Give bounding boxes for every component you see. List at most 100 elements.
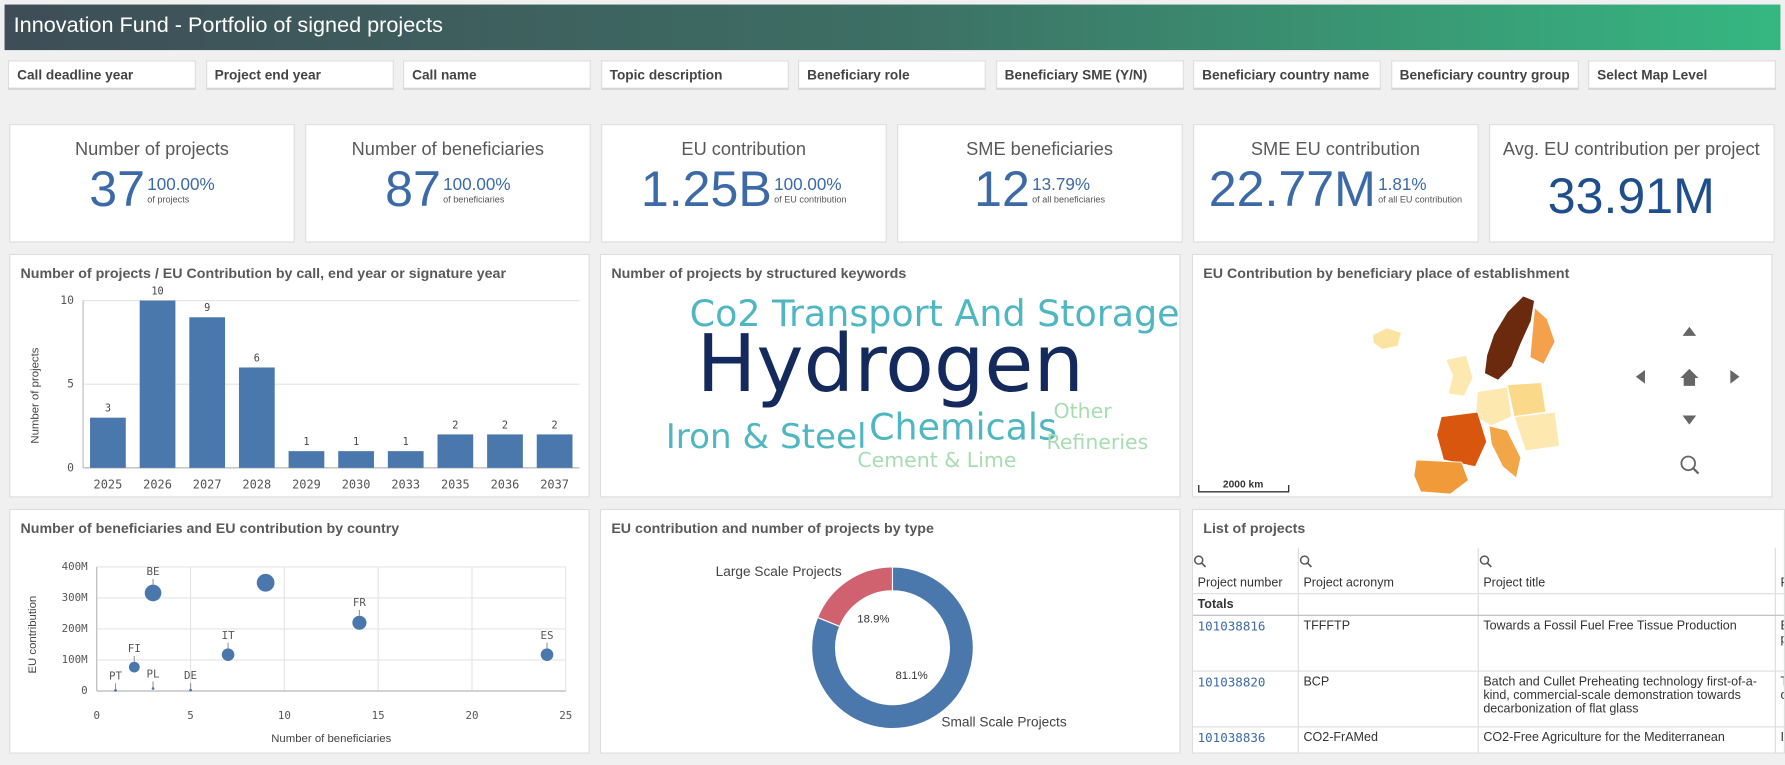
filter-box[interactable]: Call name bbox=[402, 60, 591, 90]
kpi-card: SME beneficiaries 12 13.79% of all benefici… bbox=[896, 124, 1183, 243]
point-label: FR bbox=[353, 596, 367, 609]
zoom-in[interactable] bbox=[1680, 455, 1696, 472]
map-shapes bbox=[1372, 295, 1561, 495]
pan-right[interactable] bbox=[1730, 369, 1740, 384]
y-tick-label: 100M bbox=[62, 653, 89, 666]
donut-panel: 18.9% Large Scale Projects 81.1% Small Scal… bbox=[599, 508, 1181, 754]
donut-chart: 18.9% Large Scale Projects 81.1% Small Scal… bbox=[716, 564, 1067, 729]
filter-box[interactable]: Beneficiary country group bbox=[1390, 60, 1579, 90]
bar-label: 1 bbox=[353, 436, 359, 448]
kpi-value: 12 bbox=[974, 161, 1030, 218]
bar-label: 3 bbox=[105, 403, 111, 415]
kpi-value-row: 1.25B 100.00% of EU contribution bbox=[602, 161, 885, 218]
filter-box[interactable]: Beneficiary country name bbox=[1193, 60, 1381, 90]
x-tick-label: 20 bbox=[465, 709, 478, 722]
zoom-handle bbox=[1691, 467, 1700, 475]
region bbox=[1372, 327, 1402, 350]
bubble bbox=[128, 661, 140, 673]
kpi-percent: 100.00% bbox=[774, 175, 842, 195]
totals-cell bbox=[1478, 593, 1776, 616]
region bbox=[1483, 295, 1536, 381]
x-tick-label: 10 bbox=[278, 709, 291, 722]
kpi-percent: 13.79% bbox=[1032, 175, 1091, 195]
kpi-note: of beneficiaries bbox=[443, 194, 505, 205]
kpi-percent: 1.81% bbox=[1378, 175, 1427, 195]
bar-label: 2 bbox=[502, 419, 508, 431]
region bbox=[1513, 411, 1561, 452]
kpi-value-row: 12 13.79% of all beneficiaries bbox=[898, 161, 1181, 218]
region bbox=[1445, 354, 1474, 397]
table-cell: BCP bbox=[1298, 671, 1479, 728]
point-label: DE bbox=[184, 669, 197, 682]
keyword[interactable]: Other bbox=[1054, 399, 1113, 423]
keyword[interactable]: Iron & Steel bbox=[666, 417, 867, 457]
table-cell: The proc one bbox=[1775, 671, 1784, 728]
project-number[interactable]: 101038820 bbox=[1193, 671, 1299, 728]
search-icon[interactable] bbox=[1193, 554, 1207, 568]
region bbox=[1506, 382, 1547, 418]
bar bbox=[288, 451, 325, 468]
kpi-title: Number of projects bbox=[75, 140, 229, 160]
map: 2000 km bbox=[1198, 295, 1740, 495]
pan-left[interactable] bbox=[1635, 369, 1645, 384]
column-header[interactable]: Project acronym bbox=[1298, 547, 1479, 595]
table-cell: CO2-FrAMed bbox=[1298, 726, 1479, 753]
filter-box[interactable]: Project end year bbox=[205, 60, 394, 90]
project-row: 101038836 CO2-FrAMed CO2-Free Agriculture … bbox=[1193, 726, 1784, 753]
map-panel: 2000 km EU Contribution by beneficiary p… bbox=[1191, 253, 1773, 498]
column-title: Project title bbox=[1483, 576, 1546, 590]
kpi-note: of EU contribution bbox=[774, 194, 847, 205]
kpi-note: of all EU contribution bbox=[1378, 194, 1463, 205]
x-tick-label: 2028 bbox=[242, 477, 271, 491]
point-label: FI bbox=[128, 642, 141, 655]
project-number[interactable]: 101038816 bbox=[1193, 615, 1299, 672]
scatter-panel: 0 100M 200M 300M 400M 0 5 10 15 20 25 Number of ben… bbox=[9, 508, 590, 754]
search-icon[interactable] bbox=[1479, 554, 1493, 568]
search-handle bbox=[1486, 562, 1492, 568]
y-tick-label: 10 bbox=[60, 293, 74, 307]
kpi-card: Avg. EU contribution per project 33.91M bbox=[1488, 124, 1775, 243]
bar bbox=[338, 451, 374, 468]
filter-box[interactable]: Beneficiary role bbox=[798, 60, 986, 90]
x-tick-label: 2029 bbox=[292, 477, 321, 491]
segment-label: 81.1% bbox=[895, 670, 927, 682]
column-header[interactable]: Project title bbox=[1478, 547, 1776, 595]
keyword[interactable]: Hydrogen bbox=[696, 317, 1083, 410]
filter-box[interactable]: Select Map Level bbox=[1588, 60, 1776, 90]
column-header[interactable]: Project number bbox=[1193, 547, 1299, 595]
keyword[interactable]: Refineries bbox=[1047, 430, 1149, 454]
y-tick-label: 5 bbox=[67, 377, 74, 391]
project-number[interactable]: 101038836 bbox=[1193, 726, 1299, 753]
panel-title: EU Contribution by beneficiary place of … bbox=[1203, 265, 1570, 282]
bar bbox=[387, 451, 424, 468]
bar bbox=[139, 300, 176, 468]
filter-box[interactable]: Beneficiary SME (Y/N) bbox=[995, 60, 1184, 90]
region bbox=[1529, 306, 1556, 365]
column-header[interactable]: Proj bbox=[1775, 547, 1784, 595]
filter-box[interactable]: Topic description bbox=[600, 60, 789, 90]
region bbox=[1436, 411, 1488, 468]
keyword[interactable]: Co2 Transport And Storage bbox=[690, 292, 1180, 335]
kpi-percent: 100.00% bbox=[147, 175, 215, 195]
keyword[interactable]: Cement & Lime bbox=[857, 448, 1016, 472]
category-label: Large Scale Projects bbox=[716, 564, 842, 579]
kpi-card: Number of beneficiaries 87 100.00% of benef… bbox=[304, 124, 591, 243]
search-icon[interactable] bbox=[1299, 554, 1313, 568]
table-cell: Batch and Cullet Preheating technology f… bbox=[1478, 671, 1776, 728]
home[interactable] bbox=[1680, 368, 1699, 386]
kpi-value: 1.25B bbox=[640, 161, 772, 218]
x-tick-label: 2026 bbox=[143, 477, 172, 491]
segment-label: 18.9% bbox=[857, 613, 889, 625]
totals-row: Totals bbox=[1193, 593, 1784, 616]
column-title: Project number bbox=[1197, 576, 1283, 590]
pan-down[interactable] bbox=[1682, 415, 1697, 425]
keyword[interactable]: Chemicals bbox=[869, 406, 1057, 449]
totals-cell bbox=[1298, 593, 1479, 616]
kpi-card: EU contribution 1.25B 100.00% of EU contrib… bbox=[600, 124, 887, 243]
kpi-value-row: 37 100.00% of projects bbox=[10, 162, 293, 218]
pan-up[interactable] bbox=[1682, 326, 1697, 336]
region bbox=[1474, 386, 1513, 427]
filter-box[interactable]: Call deadline year bbox=[7, 60, 196, 90]
